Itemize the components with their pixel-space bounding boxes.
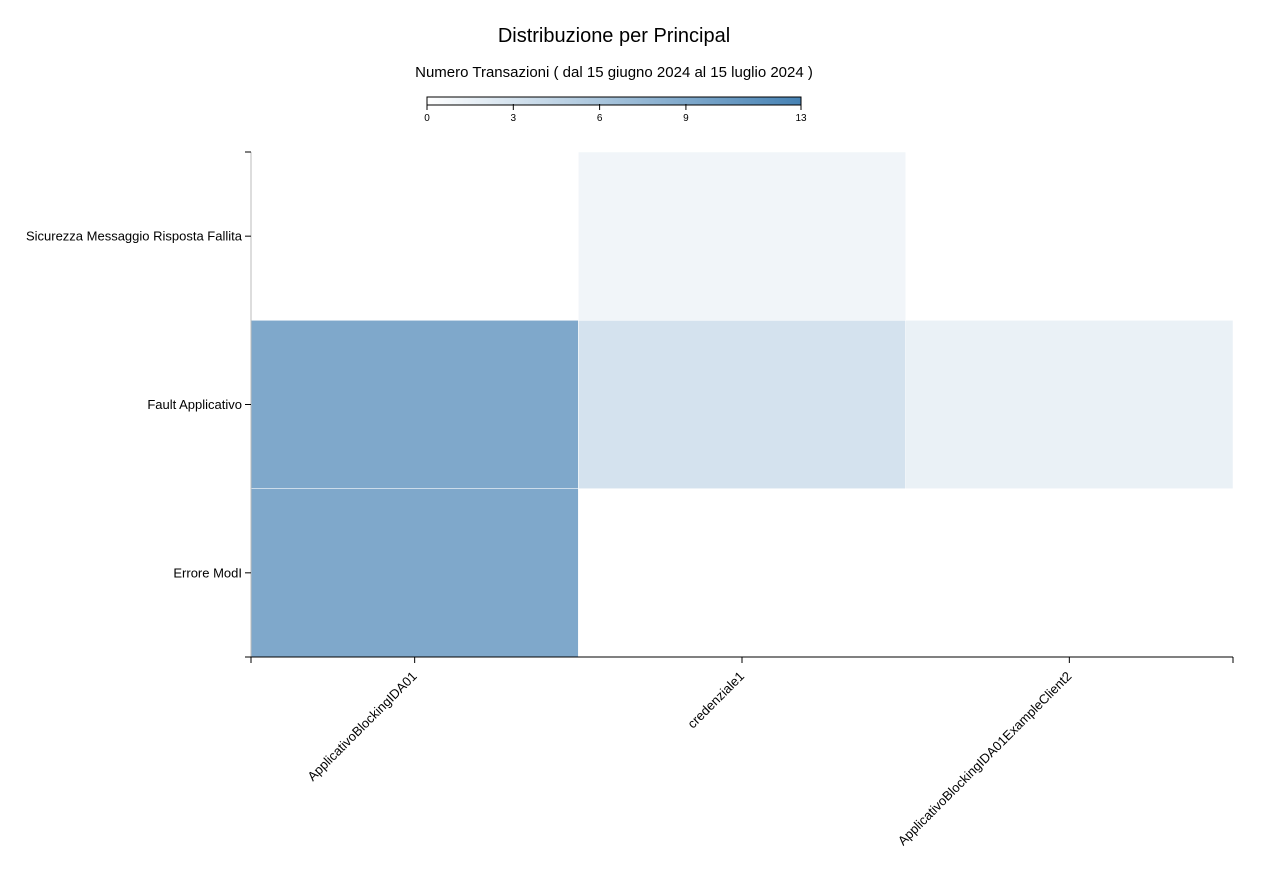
heatmap-cell[interactable] bbox=[250, 488, 579, 658]
legend-tick-label: 9 bbox=[683, 113, 689, 124]
chart-subtitle: Numero Transazioni ( dal 15 giugno 2024 … bbox=[415, 64, 813, 81]
heatmap-cell[interactable] bbox=[905, 320, 1234, 489]
x-axis-tick-label: ApplicativoBlockingIDA01ExampleClient2 bbox=[895, 669, 1075, 849]
legend-tick-label: 13 bbox=[795, 113, 807, 124]
heatmap-cells bbox=[250, 151, 1234, 658]
heatmap-cell[interactable] bbox=[578, 320, 906, 489]
chart-title: Distribuzione per Principal bbox=[498, 25, 730, 47]
legend-tick-label: 6 bbox=[597, 113, 603, 124]
x-axis-tick-label: ApplicativoBlockingIDA01 bbox=[304, 669, 419, 784]
legend-gradient-bar bbox=[426, 96, 802, 106]
y-axis-tick-label: Errore ModI bbox=[173, 565, 242, 580]
y-axis-tick-label: Fault Applicativo bbox=[147, 397, 242, 412]
x-axis-tick-label: credenziale1 bbox=[684, 669, 747, 732]
heatmap-cell[interactable] bbox=[250, 320, 579, 489]
color-legend: 0 3 6 9 13 bbox=[424, 96, 807, 124]
y-axis-tick-label: Sicurezza Messaggio Risposta Fallita bbox=[26, 229, 243, 244]
heatmap-cell[interactable] bbox=[578, 151, 906, 321]
legend-tick-label: 3 bbox=[511, 113, 517, 124]
legend-tick-label: 0 bbox=[424, 113, 430, 124]
